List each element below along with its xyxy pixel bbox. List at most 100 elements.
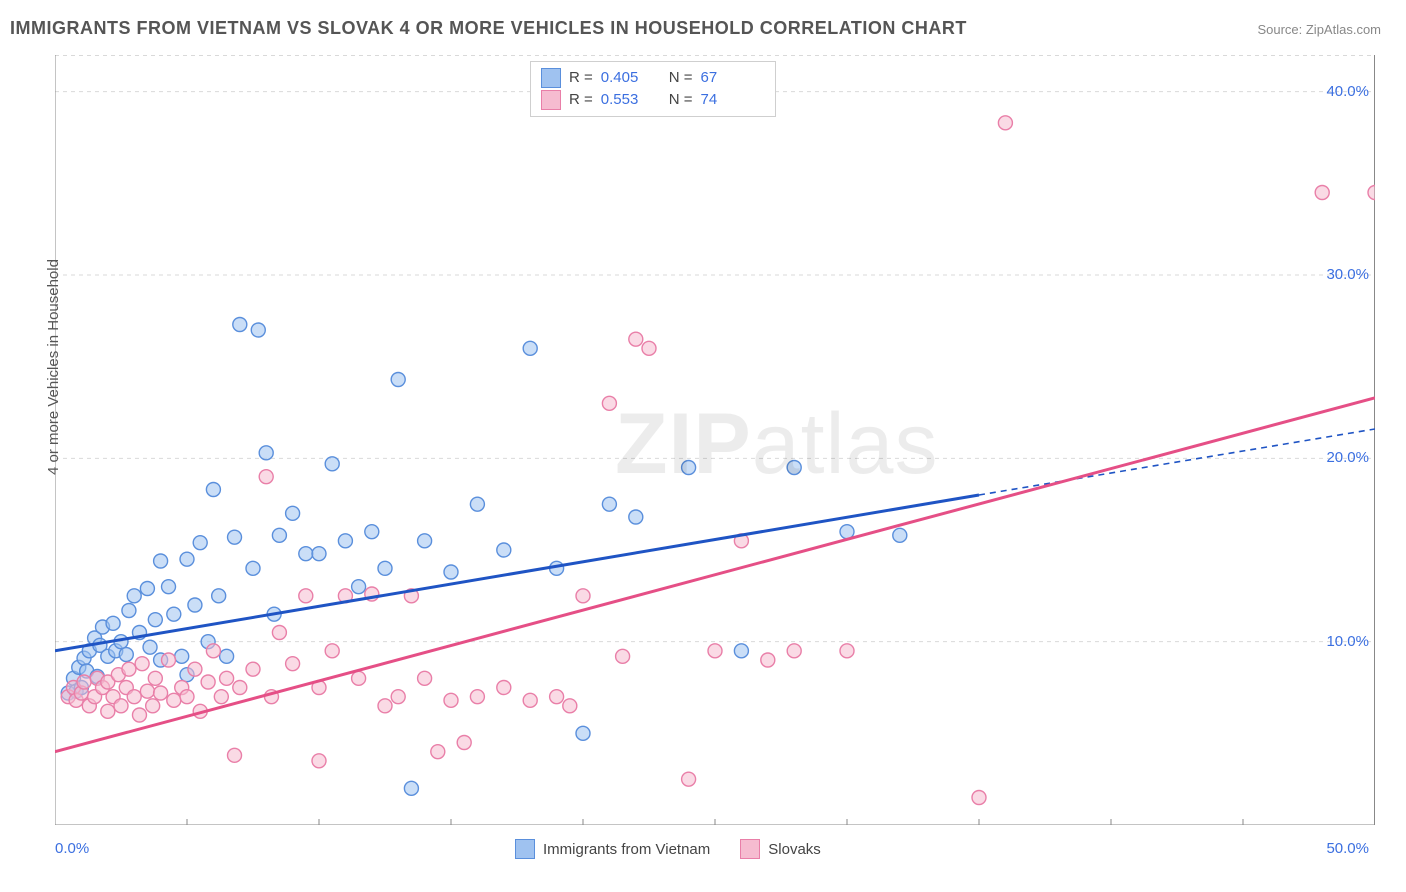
data-point-slovaks <box>132 708 146 722</box>
data-point-slovaks <box>497 681 511 695</box>
data-point-vietnam <box>193 536 207 550</box>
data-point-vietnam <box>404 781 418 795</box>
data-point-vietnam <box>122 604 136 618</box>
data-point-slovaks <box>135 657 149 671</box>
data-point-slovaks <box>312 754 326 768</box>
data-point-slovaks <box>972 791 986 805</box>
y-axis-label: 4 or more Vehicles in Household <box>45 259 62 475</box>
data-point-slovaks <box>167 693 181 707</box>
data-point-vietnam <box>682 461 696 475</box>
data-point-vietnam <box>251 323 265 337</box>
n-value-vietnam: 67 <box>701 67 761 89</box>
scatter-chart <box>55 55 1375 825</box>
data-point-vietnam <box>167 607 181 621</box>
data-point-slovaks <box>206 644 220 658</box>
legend-item-vietnam: Immigrants from Vietnam <box>515 839 710 859</box>
data-point-slovaks <box>101 704 115 718</box>
data-point-slovaks <box>523 693 537 707</box>
data-point-vietnam <box>162 580 176 594</box>
stats-row-vietnam: R = 0.405 N = 67 <box>541 67 761 89</box>
data-point-vietnam <box>787 461 801 475</box>
data-point-vietnam <box>497 543 511 557</box>
n-value-slovaks: 74 <box>701 89 761 111</box>
data-point-slovaks <box>272 626 286 640</box>
data-point-vietnam <box>188 598 202 612</box>
data-point-slovaks <box>214 690 228 704</box>
data-point-vietnam <box>523 341 537 355</box>
data-point-vietnam <box>140 582 154 596</box>
data-point-slovaks <box>1315 186 1329 200</box>
data-point-slovaks <box>140 684 154 698</box>
data-point-vietnam <box>352 580 366 594</box>
data-point-vietnam <box>418 534 432 548</box>
legend-label-vietnam: Immigrants from Vietnam <box>543 841 710 858</box>
swatch-vietnam <box>541 68 561 88</box>
data-point-vietnam <box>246 561 260 575</box>
y-tick-label: 10.0% <box>1326 633 1369 650</box>
data-point-slovaks <box>127 690 141 704</box>
data-point-slovaks <box>431 745 445 759</box>
y-tick-label: 20.0% <box>1326 449 1369 466</box>
data-point-vietnam <box>299 547 313 561</box>
data-point-vietnam <box>365 525 379 539</box>
data-point-slovaks <box>840 644 854 658</box>
data-point-slovaks <box>563 699 577 713</box>
source-attribution: Source: ZipAtlas.com <box>1257 22 1381 37</box>
x-axis-min-label: 0.0% <box>55 840 89 857</box>
data-point-vietnam <box>444 565 458 579</box>
data-point-slovaks <box>457 736 471 750</box>
data-point-slovaks <box>148 671 162 685</box>
data-point-vietnam <box>212 589 226 603</box>
data-point-slovaks <box>233 681 247 695</box>
stats-row-slovaks: R = 0.553 N = 74 <box>541 89 761 111</box>
data-point-slovaks <box>146 699 160 713</box>
data-point-vietnam <box>734 644 748 658</box>
data-point-vietnam <box>175 649 189 663</box>
data-point-slovaks <box>77 675 91 689</box>
data-point-vietnam <box>228 530 242 544</box>
data-point-vietnam <box>378 561 392 575</box>
n-label: N = <box>669 89 693 111</box>
data-point-slovaks <box>154 686 168 700</box>
data-point-slovaks <box>325 644 339 658</box>
legend-item-slovaks: Slovaks <box>740 839 821 859</box>
data-point-vietnam <box>629 510 643 524</box>
data-point-vietnam <box>470 497 484 511</box>
data-point-vietnam <box>106 616 120 630</box>
data-point-vietnam <box>391 373 405 387</box>
data-point-slovaks <box>259 470 273 484</box>
data-point-slovaks <box>550 690 564 704</box>
data-point-vietnam <box>127 589 141 603</box>
chart-title: IMMIGRANTS FROM VIETNAM VS SLOVAK 4 OR M… <box>10 18 967 39</box>
trendline-dash-vietnam <box>979 429 1375 495</box>
data-point-slovaks <box>299 589 313 603</box>
data-point-vietnam <box>220 649 234 663</box>
data-point-slovaks <box>787 644 801 658</box>
data-point-vietnam <box>180 552 194 566</box>
n-label: N = <box>669 67 693 89</box>
data-point-slovaks <box>162 653 176 667</box>
data-point-slovaks <box>616 649 630 663</box>
stats-legend: R = 0.405 N = 67 R = 0.553 N = 74 <box>530 61 776 117</box>
data-point-vietnam <box>272 528 286 542</box>
series-legend: Immigrants from Vietnam Slovaks <box>515 839 821 859</box>
data-point-slovaks <box>418 671 432 685</box>
data-point-vietnam <box>154 554 168 568</box>
data-point-slovaks <box>180 690 194 704</box>
legend-label-slovaks: Slovaks <box>768 841 821 858</box>
data-point-vietnam <box>259 446 273 460</box>
swatch-slovaks <box>740 839 760 859</box>
data-point-slovaks <box>682 772 696 786</box>
data-point-slovaks <box>220 671 234 685</box>
data-point-slovaks <box>708 644 722 658</box>
data-point-slovaks <box>998 116 1012 130</box>
swatch-slovaks <box>541 90 561 110</box>
data-point-slovaks <box>352 671 366 685</box>
data-point-vietnam <box>286 506 300 520</box>
y-tick-label: 40.0% <box>1326 83 1369 100</box>
data-point-slovaks <box>1368 186 1375 200</box>
data-point-vietnam <box>233 318 247 332</box>
r-label: R = <box>569 67 593 89</box>
data-point-slovaks <box>286 657 300 671</box>
data-point-vietnam <box>325 457 339 471</box>
